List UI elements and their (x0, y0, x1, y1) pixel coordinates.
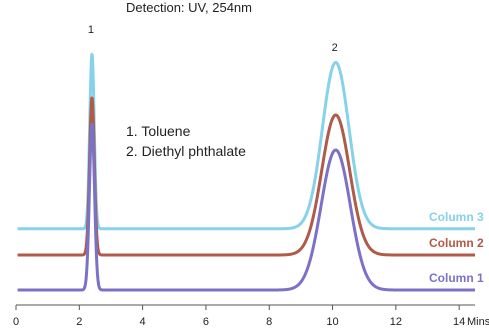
x-tick-label: 2 (76, 316, 82, 328)
series-line-column-3 (16, 52, 476, 231)
x-tick-label: 8 (266, 316, 272, 328)
x-tick-label: 0 (13, 316, 19, 328)
peak-legend-item-2: 2. Diethyl phthalate (126, 143, 246, 159)
peak-legend: 1. Toluene 2. Diethyl phthalate (126, 121, 246, 161)
x-tick-label: 12 (390, 316, 402, 328)
x-tick-label: 4 (140, 316, 146, 328)
peak-number-label: 1 (88, 24, 94, 36)
series-line-column-1 (16, 122, 476, 292)
peak-number-label: 2 (332, 42, 338, 54)
x-tick-label: 14 (453, 316, 465, 328)
x-tick-label: 6 (203, 316, 209, 328)
series-label: Column 3 (429, 210, 484, 224)
series-label: Column 1 (429, 271, 484, 285)
x-unit-label: Mins (467, 316, 489, 328)
x-tick-label: 10 (326, 316, 338, 328)
series-label: Column 2 (429, 236, 484, 250)
series-line-column-2 (16, 96, 476, 257)
detection-label: Detection: UV, 254nm (126, 0, 252, 15)
peak-legend-item-1: 1. Toluene (126, 123, 191, 139)
